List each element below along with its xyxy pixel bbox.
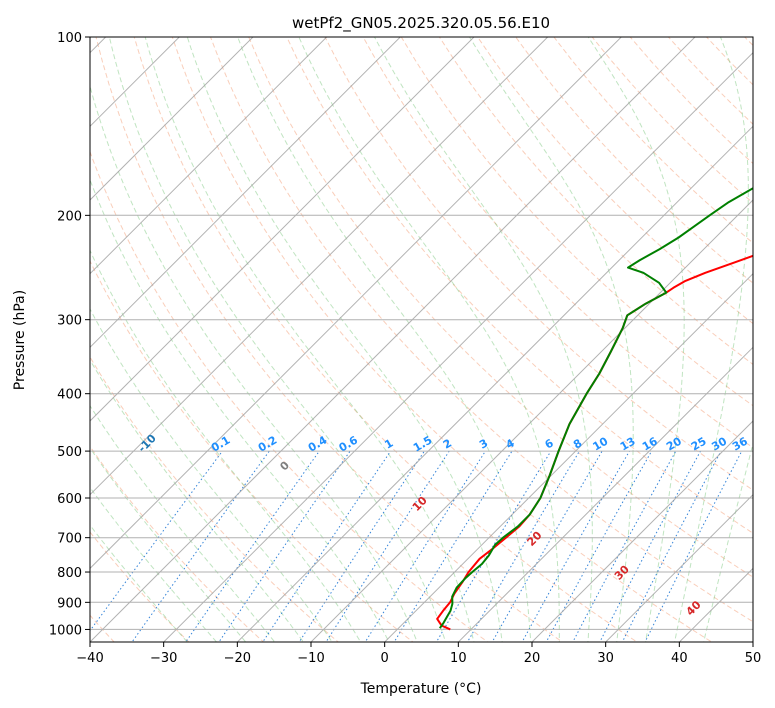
- moist-adiabat-line: [144, 37, 475, 642]
- y-tick-label: 800: [57, 566, 82, 581]
- moist-adiabat-line: [237, 37, 532, 642]
- x-tick-label: 10: [450, 651, 467, 666]
- dry-adiabat-line: [362, 37, 753, 449]
- moist-adiabat-line: [90, 84, 418, 642]
- x-tick-label: 50: [745, 651, 762, 666]
- dry-adiabat-line: [477, 37, 753, 325]
- isotherm-line: [90, 37, 696, 642]
- dry-adiabat-line: [515, 37, 753, 284]
- moist-adiabat-line: [90, 524, 188, 642]
- moist-adiabat-line: [674, 37, 749, 642]
- dry-adiabat-line: [133, 37, 638, 642]
- y-tick-label: 100: [57, 31, 82, 46]
- isotherm-line: [236, 125, 753, 642]
- gridlines: [90, 37, 753, 642]
- x-tick-label: −20: [224, 651, 251, 666]
- dry-adiabat-line: [171, 37, 713, 642]
- x-tick-label: 20: [524, 651, 541, 666]
- y-tick-label: 600: [57, 492, 82, 507]
- dry-adiabat-line: [90, 259, 414, 642]
- moist-adiabat-line: [108, 37, 447, 642]
- y-tick-label: 500: [57, 445, 82, 460]
- x-tick-label: −30: [150, 651, 177, 666]
- isotherm-line: [604, 493, 753, 642]
- y-tick-label: 700: [57, 532, 82, 547]
- y-axis-label: Pressure (hPa): [12, 290, 28, 390]
- isotherm-line: [90, 37, 623, 570]
- dry-adiabat-line: [209, 37, 753, 623]
- x-tick-label: 30: [597, 651, 614, 666]
- moist-adiabat-line: [90, 308, 333, 642]
- y-tick-label: 400: [57, 388, 82, 403]
- axis-ticks: −40 −30 −20 −10 0 10 20 30 40 50 100 200 300 400 500 60…: [49, 31, 761, 666]
- dewpoint-profile-line: [438, 186, 753, 629]
- dry-adiabat-line: [90, 531, 190, 642]
- plot-frame: [89, 36, 754, 643]
- dry-adiabat-line: [95, 37, 564, 642]
- moist-adiabat-line: [587, 37, 685, 642]
- isotherm-line: [90, 37, 254, 201]
- isotherm-line: [531, 420, 753, 642]
- x-axis-label: Temperature (°C): [360, 681, 482, 697]
- x-tick-label: −10: [297, 651, 324, 666]
- isotherm-line: [90, 37, 549, 496]
- isotherm-line: [383, 272, 753, 642]
- y-tick-label: 1000: [49, 623, 82, 638]
- isotherm-line: [90, 37, 328, 275]
- dry-adiabat-line: [248, 37, 753, 578]
- isotherm-line: [90, 37, 475, 422]
- x-tick-label: 0: [381, 651, 389, 666]
- y-tick-label: 300: [57, 314, 82, 329]
- profile-series: [436, 186, 753, 631]
- x-tick-label: 40: [671, 651, 688, 666]
- isotherm-line: [457, 346, 753, 642]
- x-tick-label: −40: [76, 651, 103, 666]
- dry-adiabat-line: [400, 37, 753, 407]
- dry-adiabat-line: [90, 445, 265, 642]
- y-tick-label: 200: [57, 209, 82, 224]
- chart-title: wetPf2_GN05.2025.320.05.56.E10: [292, 14, 550, 33]
- y-tick-label: 900: [57, 596, 82, 611]
- dry-adiabat-line: [90, 356, 339, 642]
- isotherm-line: [162, 51, 753, 642]
- isotherm-line: [90, 37, 402, 349]
- isotherm-line: [90, 37, 181, 128]
